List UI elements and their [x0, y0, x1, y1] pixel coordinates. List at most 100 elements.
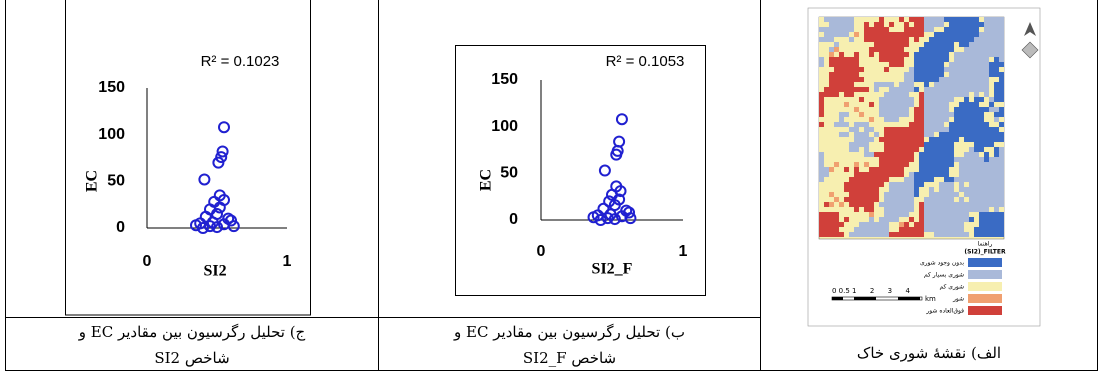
map-patch — [909, 102, 914, 107]
map-patch — [844, 147, 849, 152]
map-patch — [924, 102, 929, 107]
map-patch — [904, 32, 909, 37]
map-patch — [949, 97, 954, 102]
map-patch — [904, 187, 909, 192]
map-patch — [929, 142, 934, 147]
map-patch — [939, 207, 944, 212]
map-patch — [984, 17, 989, 22]
map-patch — [924, 192, 929, 197]
map-patch — [939, 87, 944, 92]
data-point — [617, 114, 627, 124]
map-patch — [934, 217, 939, 222]
map-patch — [979, 162, 984, 167]
map-patch — [934, 172, 939, 177]
map-patch — [819, 157, 824, 162]
map-patch — [834, 222, 839, 227]
map-patch — [864, 72, 869, 77]
map-patch — [919, 112, 924, 117]
map-patch — [829, 207, 834, 212]
map-patch — [824, 207, 829, 212]
map-patch — [864, 37, 869, 42]
map-patch — [989, 192, 994, 197]
caption: ج) تحلیل رگرسیون بین مقادیر EC و شاخص SI… — [6, 319, 378, 371]
map-patch — [939, 177, 944, 182]
map-patch — [959, 77, 964, 82]
legend-label: شوری کم — [940, 284, 964, 291]
map-patch — [889, 172, 894, 177]
map-patch — [944, 32, 949, 37]
map-patch — [929, 147, 934, 152]
map-patch — [984, 167, 989, 172]
map-patch — [959, 127, 964, 132]
map-patch — [844, 62, 849, 67]
map-patch — [939, 52, 944, 57]
map-patch — [834, 227, 839, 232]
map-patch — [969, 117, 974, 122]
map-patch — [869, 57, 874, 62]
map-patch — [929, 62, 934, 67]
map-patch — [934, 152, 939, 157]
map-patch — [844, 22, 849, 27]
map-patch — [829, 167, 834, 172]
map-patch — [989, 32, 994, 37]
map-patch — [819, 162, 824, 167]
map-patch — [859, 157, 864, 162]
map-patch — [949, 162, 954, 167]
map-patch — [929, 152, 934, 157]
map-patch — [934, 17, 939, 22]
map-patch — [939, 107, 944, 112]
map-patch — [899, 27, 904, 32]
map-patch — [954, 72, 959, 77]
map-patch — [869, 92, 874, 97]
map-patch — [904, 77, 909, 82]
map-patch — [919, 197, 924, 202]
map-patch — [829, 82, 834, 87]
map-patch — [914, 22, 919, 27]
map-patch — [844, 142, 849, 147]
map-patch — [969, 112, 974, 117]
map-patch — [834, 17, 839, 22]
map-patch — [859, 27, 864, 32]
map-patch — [994, 157, 999, 162]
map-patch — [904, 37, 909, 42]
map-patch — [959, 57, 964, 62]
map-patch — [879, 17, 884, 22]
map-patch — [989, 177, 994, 182]
map-patch — [934, 197, 939, 202]
map-patch — [894, 107, 899, 112]
map-patch — [954, 82, 959, 87]
map-patch — [959, 37, 964, 42]
caption-line: ب) تحلیل رگرسیون بین مقادیر EC و — [379, 319, 760, 345]
map-patch — [939, 27, 944, 32]
map-patch — [959, 207, 964, 212]
map-patch — [999, 207, 1004, 212]
map-patch — [969, 212, 974, 217]
map-patch — [994, 72, 999, 77]
map-patch — [919, 42, 924, 47]
map-patch — [884, 217, 889, 222]
map-patch — [834, 117, 839, 122]
map-patch — [879, 217, 884, 222]
map-patch — [964, 37, 969, 42]
map-patch — [954, 232, 959, 237]
map-patch — [909, 187, 914, 192]
map-patch — [834, 207, 839, 212]
map-patch — [934, 102, 939, 107]
map-patch — [984, 72, 989, 77]
map-patch — [909, 152, 914, 157]
map-patch — [879, 117, 884, 122]
map-patch — [984, 192, 989, 197]
map-patch — [949, 202, 954, 207]
map-patch — [969, 67, 974, 72]
map-patch — [894, 172, 899, 177]
map-patch — [894, 212, 899, 217]
map-patch — [934, 27, 939, 32]
map-patch — [954, 222, 959, 227]
map-patch — [984, 147, 989, 152]
map-patch — [989, 157, 994, 162]
map-patch — [864, 147, 869, 152]
map-patch — [929, 107, 934, 112]
map-patch — [869, 102, 874, 107]
map-patch — [879, 22, 884, 27]
map-patch — [854, 152, 859, 157]
